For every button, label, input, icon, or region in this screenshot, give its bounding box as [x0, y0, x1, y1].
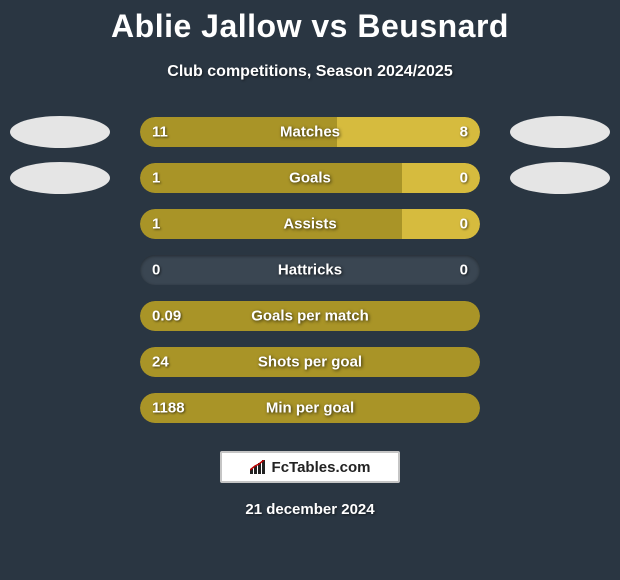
stat-value-player1: 1 [152, 170, 160, 187]
stat-label: Min per goal [266, 400, 354, 417]
comparison-chart: 11 8 Matches 1 0 Goals 1 0 Assists 0 0 Hattricks 0.0… [0, 109, 620, 431]
stat-bar: 1 0 Assists [140, 209, 480, 239]
player1-badge [10, 162, 110, 194]
stat-row: 24 Shots per goal [0, 339, 620, 385]
bar-fill-player1 [140, 163, 402, 193]
stat-bar: 0.09 Goals per match [140, 301, 480, 331]
stat-bar: 24 Shots per goal [140, 347, 480, 377]
chart-icon [250, 460, 268, 474]
stat-value-player1: 1188 [152, 400, 185, 417]
stat-label: Assists [283, 216, 336, 233]
bar-fill-player1 [140, 209, 402, 239]
stat-row: 1 0 Goals [0, 155, 620, 201]
source-label: FcTables.com [272, 459, 371, 476]
stat-value-player1: 11 [152, 124, 168, 141]
player2-badge [510, 116, 610, 148]
source-badge: FcTables.com [220, 451, 400, 483]
stat-value-player1: 0.09 [152, 308, 181, 325]
stat-bar: 1188 Min per goal [140, 393, 480, 423]
player1-badge [10, 116, 110, 148]
stat-bar: 1 0 Goals [140, 163, 480, 193]
stat-label: Goals [289, 170, 331, 187]
subtitle: Club competitions, Season 2024/2025 [0, 63, 620, 81]
stat-row: 1188 Min per goal [0, 385, 620, 431]
stat-value-player2: 8 [460, 124, 468, 141]
stat-label: Matches [280, 124, 340, 141]
stat-bar: 11 8 Matches [140, 117, 480, 147]
stat-value-player2: 0 [460, 216, 468, 233]
bar-fill-player2 [402, 209, 480, 239]
stat-label: Shots per goal [258, 354, 362, 371]
bar-fill-player2 [402, 163, 480, 193]
player2-badge [510, 162, 610, 194]
stat-value-player1: 24 [152, 354, 169, 371]
stat-label: Goals per match [251, 308, 369, 325]
bar-fill-player2 [337, 117, 480, 147]
stat-label: Hattricks [278, 262, 342, 279]
stat-bar: 0 0 Hattricks [140, 255, 480, 285]
stat-row: 0 0 Hattricks [0, 247, 620, 293]
stat-value-player1: 0 [152, 262, 160, 279]
stat-row: 1 0 Assists [0, 201, 620, 247]
stat-row: 0.09 Goals per match [0, 293, 620, 339]
stat-value-player1: 1 [152, 216, 160, 233]
stat-value-player2: 0 [460, 262, 468, 279]
stat-value-player2: 0 [460, 170, 468, 187]
page-title: Ablie Jallow vs Beusnard [0, 0, 620, 45]
date-label: 21 december 2024 [0, 501, 620, 518]
stat-row: 11 8 Matches [0, 109, 620, 155]
